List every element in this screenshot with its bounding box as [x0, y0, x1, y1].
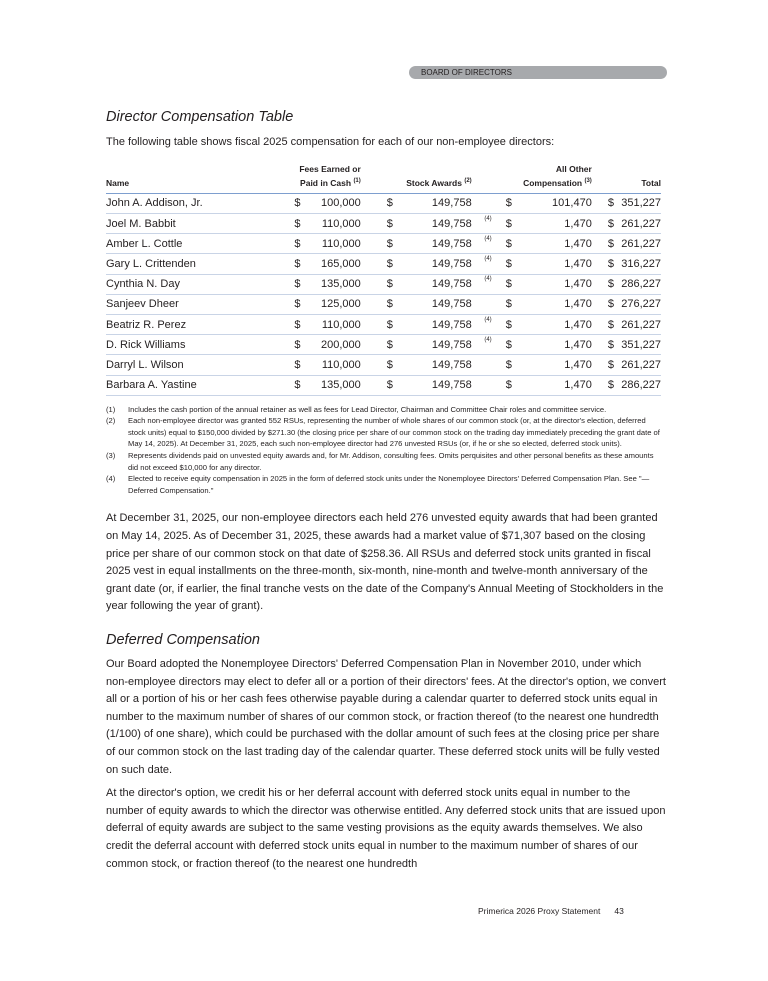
director-name: Beatriz R. Perez: [106, 314, 265, 336]
fees-cell: $110,000: [264, 354, 375, 376]
compensation-table: Name Fees Earned or Paid in Cash (1) Sto…: [106, 163, 661, 396]
footnote: (2) Each non-employee director was grante…: [106, 416, 660, 449]
other-cell: $1,470: [485, 354, 608, 376]
paragraph: At December 31, 2025, our non-employee d…: [106, 512, 664, 613]
col-name: Name: [106, 163, 265, 194]
page-footer: Primerica 2026 Proxy Statement 43: [478, 906, 624, 916]
stock-cell: $149,758 (4): [374, 253, 492, 275]
stock-cell: $149,758 (4): [374, 233, 492, 255]
director-name: D. Rick Williams: [106, 334, 265, 356]
other-cell: $1,470: [485, 314, 608, 336]
footnote: (3) Represents dividends paid on unvested…: [106, 451, 654, 472]
fees-cell: $110,000: [264, 213, 375, 235]
table-row: Amber L. Cottle $110,000 $149,758 (4) $1,…: [106, 233, 661, 255]
col-stock: Stock Awards (2): [374, 163, 486, 194]
section-tab: BOARD OF DIRECTORS: [409, 66, 667, 79]
table-row: Barbara A. Yastine $135,000 $149,758 $1,…: [106, 375, 661, 396]
total-cell: $286,227: [607, 375, 661, 396]
table-row: Cynthia N. Day $135,000 $149,758 (4) $1,4…: [106, 274, 661, 295]
other-cell: $1,470: [485, 213, 608, 235]
footnote: (4) Elected to receive equity compensatio…: [106, 474, 650, 495]
stock-cell: $149,758: [374, 193, 486, 215]
intro-text: The following table shows fiscal 2025 co…: [106, 136, 555, 148]
stock-cell: $149,758: [374, 375, 486, 396]
director-name: Sanjeev Dheer: [106, 294, 265, 315]
table-row: John A. Addison, Jr. $100,000 $149,758 $…: [106, 193, 661, 215]
other-cell: $1,470: [485, 253, 608, 275]
total-cell: $261,227: [607, 354, 661, 376]
page-content: Director Compensation Table The followin…: [106, 107, 666, 873]
director-name: Amber L. Cottle: [106, 233, 265, 255]
other-cell: $1,470: [485, 294, 608, 315]
total-cell: $286,227: [607, 274, 661, 295]
table-row: Darryl L. Wilson $110,000 $149,758 $1,47…: [106, 354, 661, 376]
fees-cell: $135,000: [264, 375, 375, 396]
fees-cell: $110,000: [264, 314, 375, 336]
other-cell: $1,470: [485, 274, 608, 295]
other-cell: $1,470: [485, 375, 608, 396]
footnotes: (1) Includes the cash portion of the annu…: [106, 404, 661, 497]
total-cell: $261,227: [607, 233, 661, 255]
col-total: Total: [607, 163, 661, 194]
footnote: (1) Includes the cash portion of the annu…: [106, 404, 607, 414]
fees-cell: $165,000: [264, 253, 375, 275]
total-cell: $351,227: [607, 334, 661, 356]
other-cell: $1,470: [485, 334, 608, 356]
table-row: Beatriz R. Perez $110,000 $149,758 (4) $1…: [106, 314, 661, 336]
other-cell: $101,470: [485, 193, 608, 215]
stock-cell: $149,758: [374, 354, 486, 376]
total-cell: $261,227: [607, 213, 661, 235]
stock-cell: $149,758 (4): [374, 334, 492, 356]
total-cell: $276,227: [607, 294, 661, 315]
director-name: Joel M. Babbit: [106, 213, 265, 235]
fees-cell: $200,000: [264, 334, 375, 356]
director-name: Gary L. Crittenden: [106, 253, 265, 275]
fees-cell: $110,000: [264, 233, 375, 255]
stock-cell: $149,758 (4): [374, 314, 492, 336]
paragraph: Our Board adopted the Nonemployee Direct…: [106, 658, 666, 776]
table-row: Gary L. Crittenden $165,000 $149,758 (4) …: [106, 253, 661, 275]
stock-cell: $149,758 (4): [374, 213, 492, 235]
section-title-deferred: Deferred Compensation: [106, 632, 260, 649]
fees-cell: $135,000: [264, 274, 375, 295]
paragraph: At the director's option, we credit his …: [106, 787, 666, 870]
director-name: Cynthia N. Day: [106, 274, 265, 295]
stock-cell: $149,758 (4): [374, 274, 492, 295]
total-cell: $351,227: [607, 193, 661, 215]
col-other: All Other Compensation (3): [485, 163, 608, 194]
stock-cell: $149,758: [374, 294, 486, 315]
other-cell: $1,470: [485, 233, 608, 255]
table-row: D. Rick Williams $200,000 $149,758 (4) $1…: [106, 334, 661, 356]
table-row: Sanjeev Dheer $125,000 $149,758 $1,470 $…: [106, 294, 661, 315]
director-name: John A. Addison, Jr.: [106, 193, 265, 215]
total-cell: $261,227: [607, 314, 661, 336]
director-name: Barbara A. Yastine: [106, 375, 265, 396]
section-title: Director Compensation Table: [106, 109, 294, 125]
fees-cell: $100,000: [264, 193, 375, 215]
col-fees: Fees Earned or Paid in Cash (1): [264, 163, 375, 194]
fees-cell: $125,000: [264, 294, 375, 315]
table-row: Joel M. Babbit $110,000 $149,758 (4) $1,4…: [106, 213, 661, 235]
total-cell: $316,227: [607, 253, 661, 275]
director-name: Darryl L. Wilson: [106, 354, 265, 376]
